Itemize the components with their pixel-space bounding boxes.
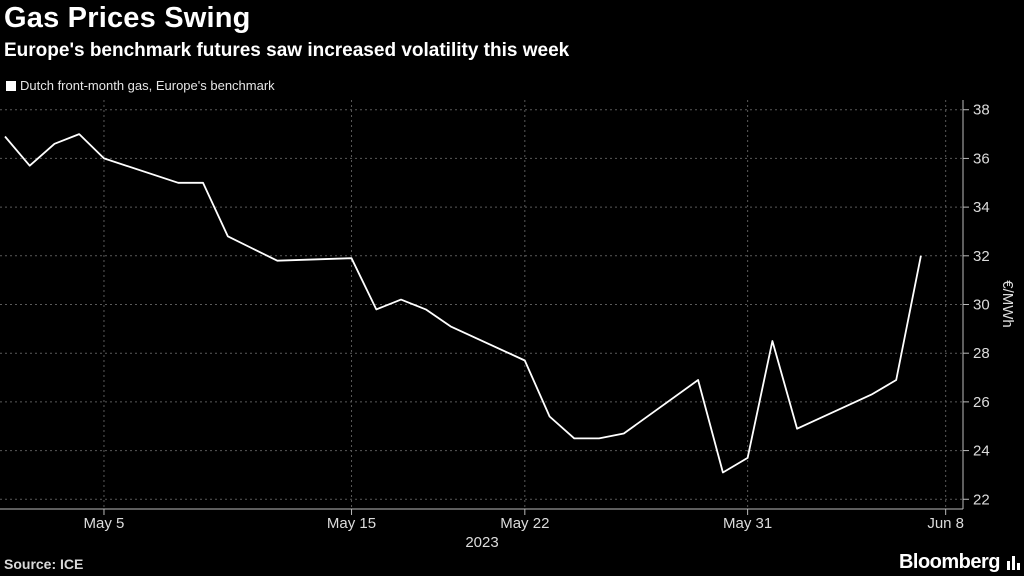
data-point — [920, 255, 921, 256]
x-tick-label: May 31 — [723, 515, 772, 532]
x-tick-label: May 15 — [327, 515, 376, 532]
legend-swatch — [6, 80, 16, 91]
series-group — [4, 133, 922, 474]
data-point — [698, 379, 699, 380]
data-point — [277, 260, 278, 261]
y-tick-label: 38 — [973, 102, 990, 119]
x-ticks: May 5 May 15 May 22 May 31 Jun 8 — [84, 509, 964, 532]
data-point — [574, 438, 575, 439]
data-point — [54, 143, 55, 144]
y-axis-label: €/MWh — [999, 280, 1016, 328]
data-point — [772, 341, 773, 342]
source-note: Source: ICE — [4, 556, 84, 572]
y-tick-label: 36 — [973, 150, 990, 167]
legend: Dutch front-month gas, Europe's benchmar… — [6, 78, 275, 93]
data-point — [29, 165, 30, 166]
data-point — [747, 457, 748, 458]
data-point — [599, 438, 600, 439]
chart-subtitle: Europe's benchmark futures saw increased… — [4, 40, 570, 61]
y-tick-label: 34 — [973, 199, 990, 216]
y-tick-label: 30 — [973, 297, 990, 314]
data-point — [252, 248, 253, 249]
gridlines — [0, 100, 963, 509]
data-point — [202, 182, 203, 183]
data-point — [227, 236, 228, 237]
data-point — [896, 379, 897, 380]
data-point — [4, 136, 5, 137]
data-point — [871, 394, 872, 395]
chart-title: Gas Prices Swing — [4, 2, 251, 34]
y-tick-label: 32 — [973, 248, 990, 265]
data-point — [103, 158, 104, 159]
x-axis-year-label: 2023 — [465, 534, 498, 551]
y-tick-label: 24 — [973, 443, 990, 460]
bloomberg-logo: Bloomberg — [898, 551, 1001, 573]
data-point — [351, 258, 352, 259]
x-tick-label: May 22 — [500, 515, 549, 532]
data-point — [376, 309, 377, 310]
data-point — [425, 309, 426, 310]
y-ticks: 22 24 26 28 30 32 34 36 38 — [963, 102, 990, 508]
y-tick-label: 28 — [973, 345, 990, 362]
data-point — [623, 433, 624, 434]
legend-label: Dutch front-month gas, Europe's benchmar… — [20, 78, 275, 93]
x-tick-label: May 5 — [84, 515, 125, 532]
y-tick-label: 26 — [973, 394, 990, 411]
bloomberg-bars-icon — [1007, 556, 1020, 570]
data-point — [401, 299, 402, 300]
data-point — [722, 472, 723, 473]
data-point — [549, 416, 550, 417]
data-point — [178, 182, 179, 183]
data-point — [797, 428, 798, 429]
x-tick-label: Jun 8 — [927, 515, 964, 532]
data-point — [524, 360, 525, 361]
series-line — [4, 133, 922, 474]
data-point — [450, 326, 451, 327]
data-point — [79, 134, 80, 135]
y-tick-label: 22 — [973, 491, 990, 508]
